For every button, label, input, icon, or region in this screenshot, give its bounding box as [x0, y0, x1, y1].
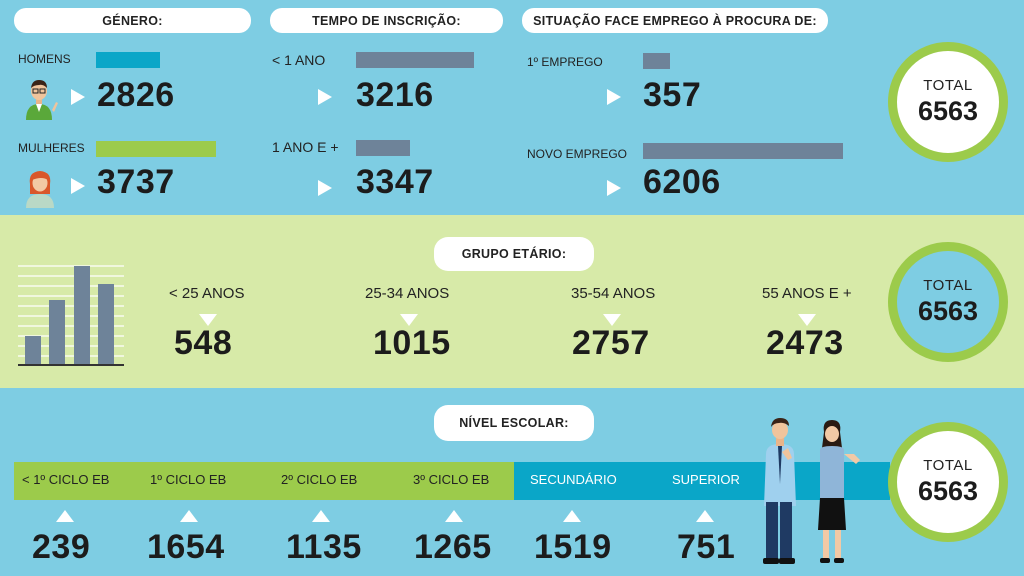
education-strip-basic	[14, 462, 514, 500]
edu-value-0: 239	[32, 528, 91, 566]
women-bar	[96, 141, 216, 157]
edu-value-3: 1265	[414, 528, 492, 566]
edu-arrow-3-icon	[445, 510, 463, 522]
edu-value-1: 1654	[147, 528, 225, 566]
women-arrow-icon	[71, 178, 85, 194]
edu-label-0: < 1º CICLO EB	[22, 472, 110, 487]
more-1-year-label: 1 ANO E +	[272, 139, 339, 155]
age-value-3: 2473	[766, 324, 844, 362]
more-1-year-arrow-icon	[318, 180, 332, 196]
age-value-0: 548	[174, 324, 233, 362]
edu-arrow-4-icon	[563, 510, 581, 522]
age-value-1: 1015	[373, 324, 451, 362]
total-ring-middle: TOTAL 6563	[888, 242, 1008, 362]
new-job-bar	[643, 143, 843, 159]
less-1-year-arrow-icon	[318, 89, 332, 105]
edu-arrow-1-icon	[180, 510, 198, 522]
men-bar	[96, 52, 160, 68]
women-label: MULHERES	[18, 141, 85, 155]
edu-value-5: 751	[677, 528, 736, 566]
new-job-value: 6206	[643, 163, 721, 201]
less-1-year-label: < 1 ANO	[272, 52, 326, 68]
total-ring-bottom: TOTAL 6563	[888, 422, 1008, 542]
top-band	[0, 0, 1024, 215]
less-1-year-value: 3216	[356, 76, 434, 114]
edu-arrow-0-icon	[56, 510, 74, 522]
women-value: 3737	[97, 163, 175, 201]
more-1-year-bar	[356, 140, 410, 156]
edu-arrow-2-icon	[312, 510, 330, 522]
edu-value-2: 1135	[286, 528, 362, 566]
men-value: 2826	[97, 76, 175, 114]
age-arrow-1-icon	[400, 314, 418, 326]
woman-avatar-icon	[26, 171, 54, 208]
less-1-year-bar	[356, 52, 474, 68]
total-ring-top: TOTAL 6563	[888, 42, 1008, 162]
education-title: NÍVEL ESCOLAR:	[434, 405, 594, 441]
edu-label-5: SUPERIOR	[672, 472, 740, 487]
first-job-arrow-icon	[607, 89, 621, 105]
age-label-1: 25-34 ANOS	[365, 285, 450, 302]
registration-time-title: TEMPO DE INSCRIÇÃO:	[270, 8, 503, 33]
age-arrow-2-icon	[603, 314, 621, 326]
first-job-value: 357	[643, 76, 702, 114]
age-label-3: 55 ANOS E +	[762, 285, 852, 302]
edu-label-2: 2º CICLO EB	[281, 472, 358, 487]
age-arrow-0-icon	[199, 314, 217, 326]
more-1-year-value: 3347	[356, 163, 434, 201]
man-avatar-icon	[26, 80, 58, 120]
new-job-arrow-icon	[607, 180, 621, 196]
total-label: TOTAL	[923, 77, 973, 94]
men-arrow-icon	[71, 89, 85, 105]
age-value-2: 2757	[572, 324, 650, 362]
age-arrow-3-icon	[798, 314, 816, 326]
total-value: 6563	[917, 476, 979, 506]
age-label-0: < 25 ANOS	[169, 285, 245, 302]
edu-label-4: SECUNDÁRIO	[530, 472, 617, 487]
edu-value-4: 1519	[534, 528, 612, 566]
first-job-label: 1º EMPREGO	[527, 55, 603, 69]
total-value: 6563	[917, 296, 979, 326]
total-label: TOTAL	[923, 457, 973, 474]
gender-title: GÉNERO:	[14, 8, 251, 33]
edu-label-1: 1º CICLO EB	[150, 472, 227, 487]
total-value: 6563	[917, 96, 979, 126]
people-illustration-icon	[763, 418, 860, 564]
age-label-2: 35-54 ANOS	[571, 285, 656, 302]
age-group-title: GRUPO ETÁRIO:	[434, 237, 594, 271]
first-job-bar	[643, 53, 670, 69]
edu-arrow-5-icon	[696, 510, 714, 522]
new-job-label: NOVO EMPREGO	[527, 147, 628, 161]
total-label: TOTAL	[923, 277, 973, 294]
edu-label-3: 3º CICLO EB	[413, 472, 490, 487]
bar-chart-icon	[18, 265, 124, 366]
men-label: HOMENS	[18, 52, 71, 66]
employment-situation-title: SITUAÇÃO FACE EMPREGO À PROCURA DE:	[522, 8, 828, 33]
